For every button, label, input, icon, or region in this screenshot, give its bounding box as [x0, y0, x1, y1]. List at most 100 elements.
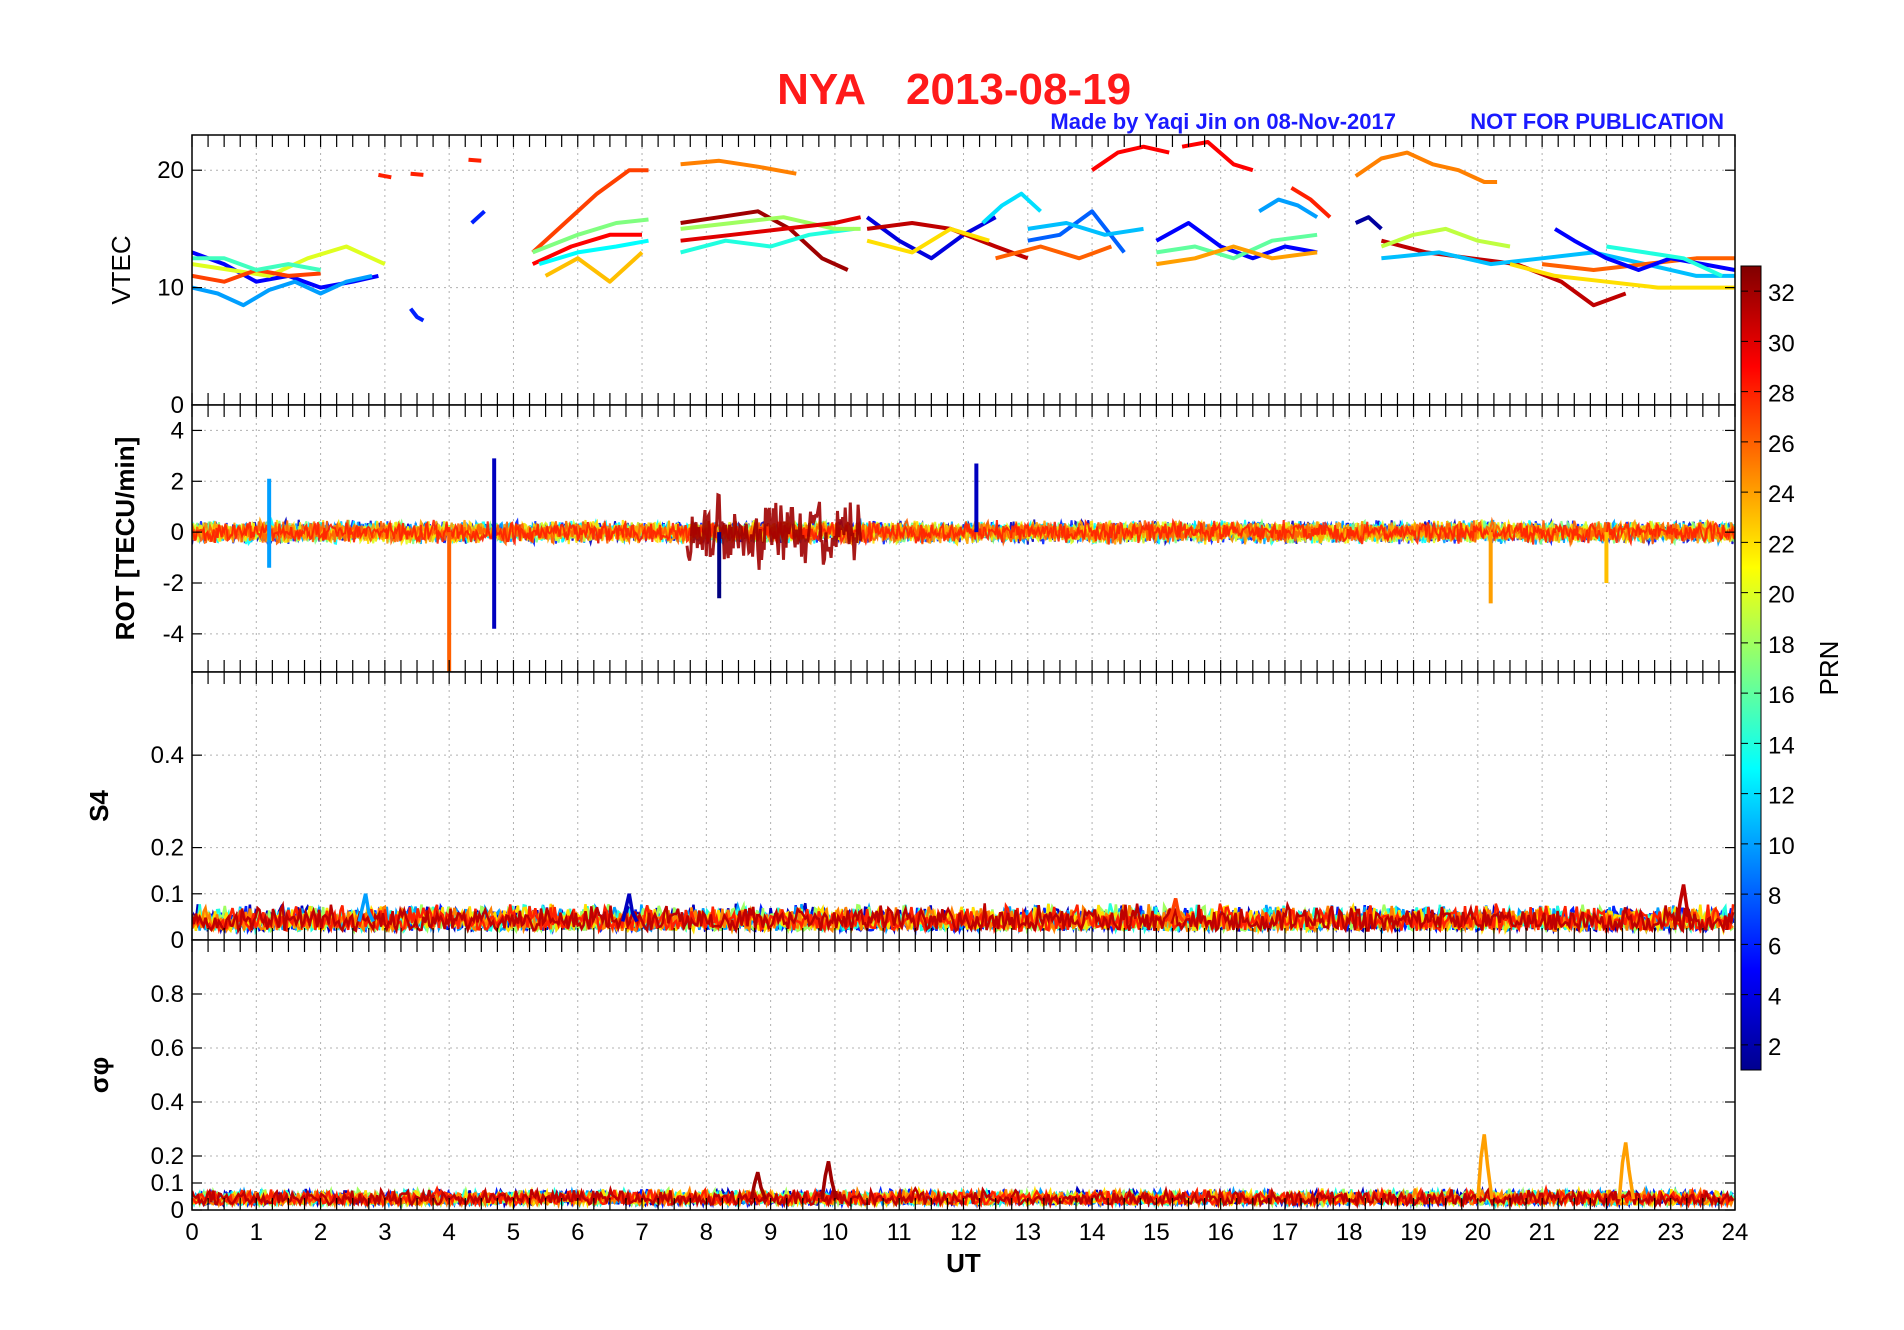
tick-label-x: 7 — [635, 1219, 648, 1246]
axis-label-y: VTEC — [106, 235, 136, 304]
series-prn-28 — [378, 172, 392, 180]
tick-label-x: 23 — [1657, 1219, 1684, 1246]
panel-rot-data — [192, 458, 1735, 672]
colorbar-tick-label: 2 — [1768, 1034, 1781, 1061]
colorbar-tick-label: 8 — [1768, 883, 1781, 910]
series-prn-15 — [192, 256, 321, 272]
tick-label-y: 0.2 — [151, 835, 184, 862]
tick-label-x: 10 — [822, 1219, 849, 1246]
tick-label-y: 2 — [171, 468, 184, 495]
tick-label-x: 15 — [1143, 1219, 1170, 1246]
tick-label-x: 4 — [442, 1219, 455, 1246]
tick-label-x: 8 — [700, 1219, 713, 1246]
peak-prn-24 — [1476, 1134, 1494, 1200]
series-prn-16 — [1156, 232, 1318, 261]
tick-label-y: 0 — [171, 1197, 184, 1224]
series-prn-5 — [1553, 227, 1735, 272]
series-prn-18 — [680, 215, 861, 231]
peak-prn-27 — [1167, 897, 1185, 923]
axis-label-x: UT — [946, 1248, 981, 1278]
colorbar-tick-label: 26 — [1768, 431, 1795, 458]
colorbar-tick-label: 32 — [1768, 280, 1795, 307]
tick-label-y: 20 — [157, 157, 184, 184]
series-prn-30 — [680, 215, 862, 243]
colorbar-tick-label: 24 — [1768, 481, 1795, 508]
series-prn-29 — [1181, 140, 1254, 173]
tick-label-y: 0.6 — [151, 1035, 184, 1062]
series-prn-10 — [1258, 197, 1319, 219]
panel-rot: -4 -2 0 2 4 ROT [TECU/min] — [110, 404, 1736, 673]
series-prn-5 — [1155, 221, 1318, 261]
series-prn-25 — [1354, 150, 1498, 184]
series-prn-29 — [1090, 144, 1170, 172]
tick-label-y: 0.1 — [151, 881, 184, 908]
axis-label-y: σφ — [84, 1057, 114, 1093]
series-prn-11 — [1381, 250, 1735, 278]
tick-label-x: 2 — [314, 1219, 327, 1246]
series-prn-28 — [1290, 186, 1332, 219]
tick-label-y: 4 — [171, 417, 184, 444]
series-prn-28 — [468, 157, 482, 163]
tick-label-x: 0 — [185, 1219, 198, 1246]
tick-label-x: 1 — [250, 1219, 263, 1246]
series-prn-14 — [680, 226, 855, 255]
tick-label-x: 21 — [1529, 1219, 1556, 1246]
peak-prn-32 — [820, 1161, 838, 1200]
tick-label-x: 22 — [1593, 1219, 1620, 1246]
colorbar-tick-label: 28 — [1768, 381, 1795, 408]
panel-s4: 0 0.1 0.2 0.4 S4 — [84, 671, 1736, 954]
colorbar-tick-label: 14 — [1768, 732, 1795, 759]
series-prn-22 — [866, 226, 990, 255]
colorbar-tick-label: 18 — [1768, 632, 1795, 659]
tick-label-y: 0.4 — [151, 742, 184, 769]
baseline-prn-31 — [192, 900, 1735, 935]
colorbar-tick-label: 6 — [1768, 933, 1781, 960]
notice-text: NOT FOR PUBLICATION — [1470, 109, 1724, 134]
noise-prn-28 — [192, 517, 1735, 547]
tick-label-x: 14 — [1079, 1219, 1106, 1246]
series-prn-22 — [1509, 262, 1735, 290]
tick-label-x: 11 — [887, 1219, 912, 1246]
series-prn-26 — [995, 244, 1113, 261]
series-prn-19 — [1380, 226, 1511, 249]
peak-prn-32 — [749, 1171, 768, 1200]
series-prn-10 — [192, 273, 373, 308]
panel-s4-data — [192, 884, 1735, 936]
series-prn-25 — [680, 158, 797, 176]
series-prn-2 — [1354, 215, 1383, 231]
colorbar-tick-label: 10 — [1768, 833, 1795, 860]
series-prn-26 — [1541, 256, 1735, 272]
colorbar-tick-label: 16 — [1768, 682, 1795, 709]
series-prn-24 — [1156, 244, 1318, 267]
peak-prn-24 — [1617, 1142, 1636, 1200]
tick-label-x: 9 — [764, 1219, 777, 1246]
series-prn-27 — [531, 168, 649, 254]
series-prn-13 — [538, 238, 649, 267]
tick-label-y: 0.1 — [151, 1170, 184, 1197]
series-prn-6 — [409, 307, 425, 323]
colorbar-tick-label: 30 — [1768, 330, 1795, 357]
tick-label-y: 0.2 — [151, 1143, 184, 1170]
tick-label-y: 0 — [171, 392, 184, 419]
tick-label-y: 0 — [171, 927, 184, 954]
tick-label-y: 0.4 — [151, 1089, 184, 1116]
tick-label-x: 20 — [1464, 1219, 1491, 1246]
credit-text: Made by Yaqi Jin on 08-Nov-2017 — [1050, 109, 1396, 134]
series-prn-28 — [410, 171, 424, 177]
tick-label-x: 17 — [1272, 1219, 1299, 1246]
tick-label-y: 10 — [157, 275, 184, 302]
series-prn-12 — [981, 191, 1042, 225]
tick-label-x: 18 — [1336, 1219, 1363, 1246]
tick-label-x: 6 — [571, 1219, 584, 1246]
tick-label-x: 3 — [378, 1219, 391, 1246]
tick-label-y: 0.8 — [151, 981, 184, 1008]
series-prn-8 — [1027, 209, 1126, 254]
peak-prn-10 — [357, 893, 375, 923]
tick-label-y: 0 — [171, 519, 184, 546]
tick-label-x: 5 — [507, 1219, 520, 1246]
colorbar-gradient — [1740, 265, 1762, 1071]
title-station: NYA — [777, 65, 866, 114]
series-prn-4 — [865, 215, 997, 261]
